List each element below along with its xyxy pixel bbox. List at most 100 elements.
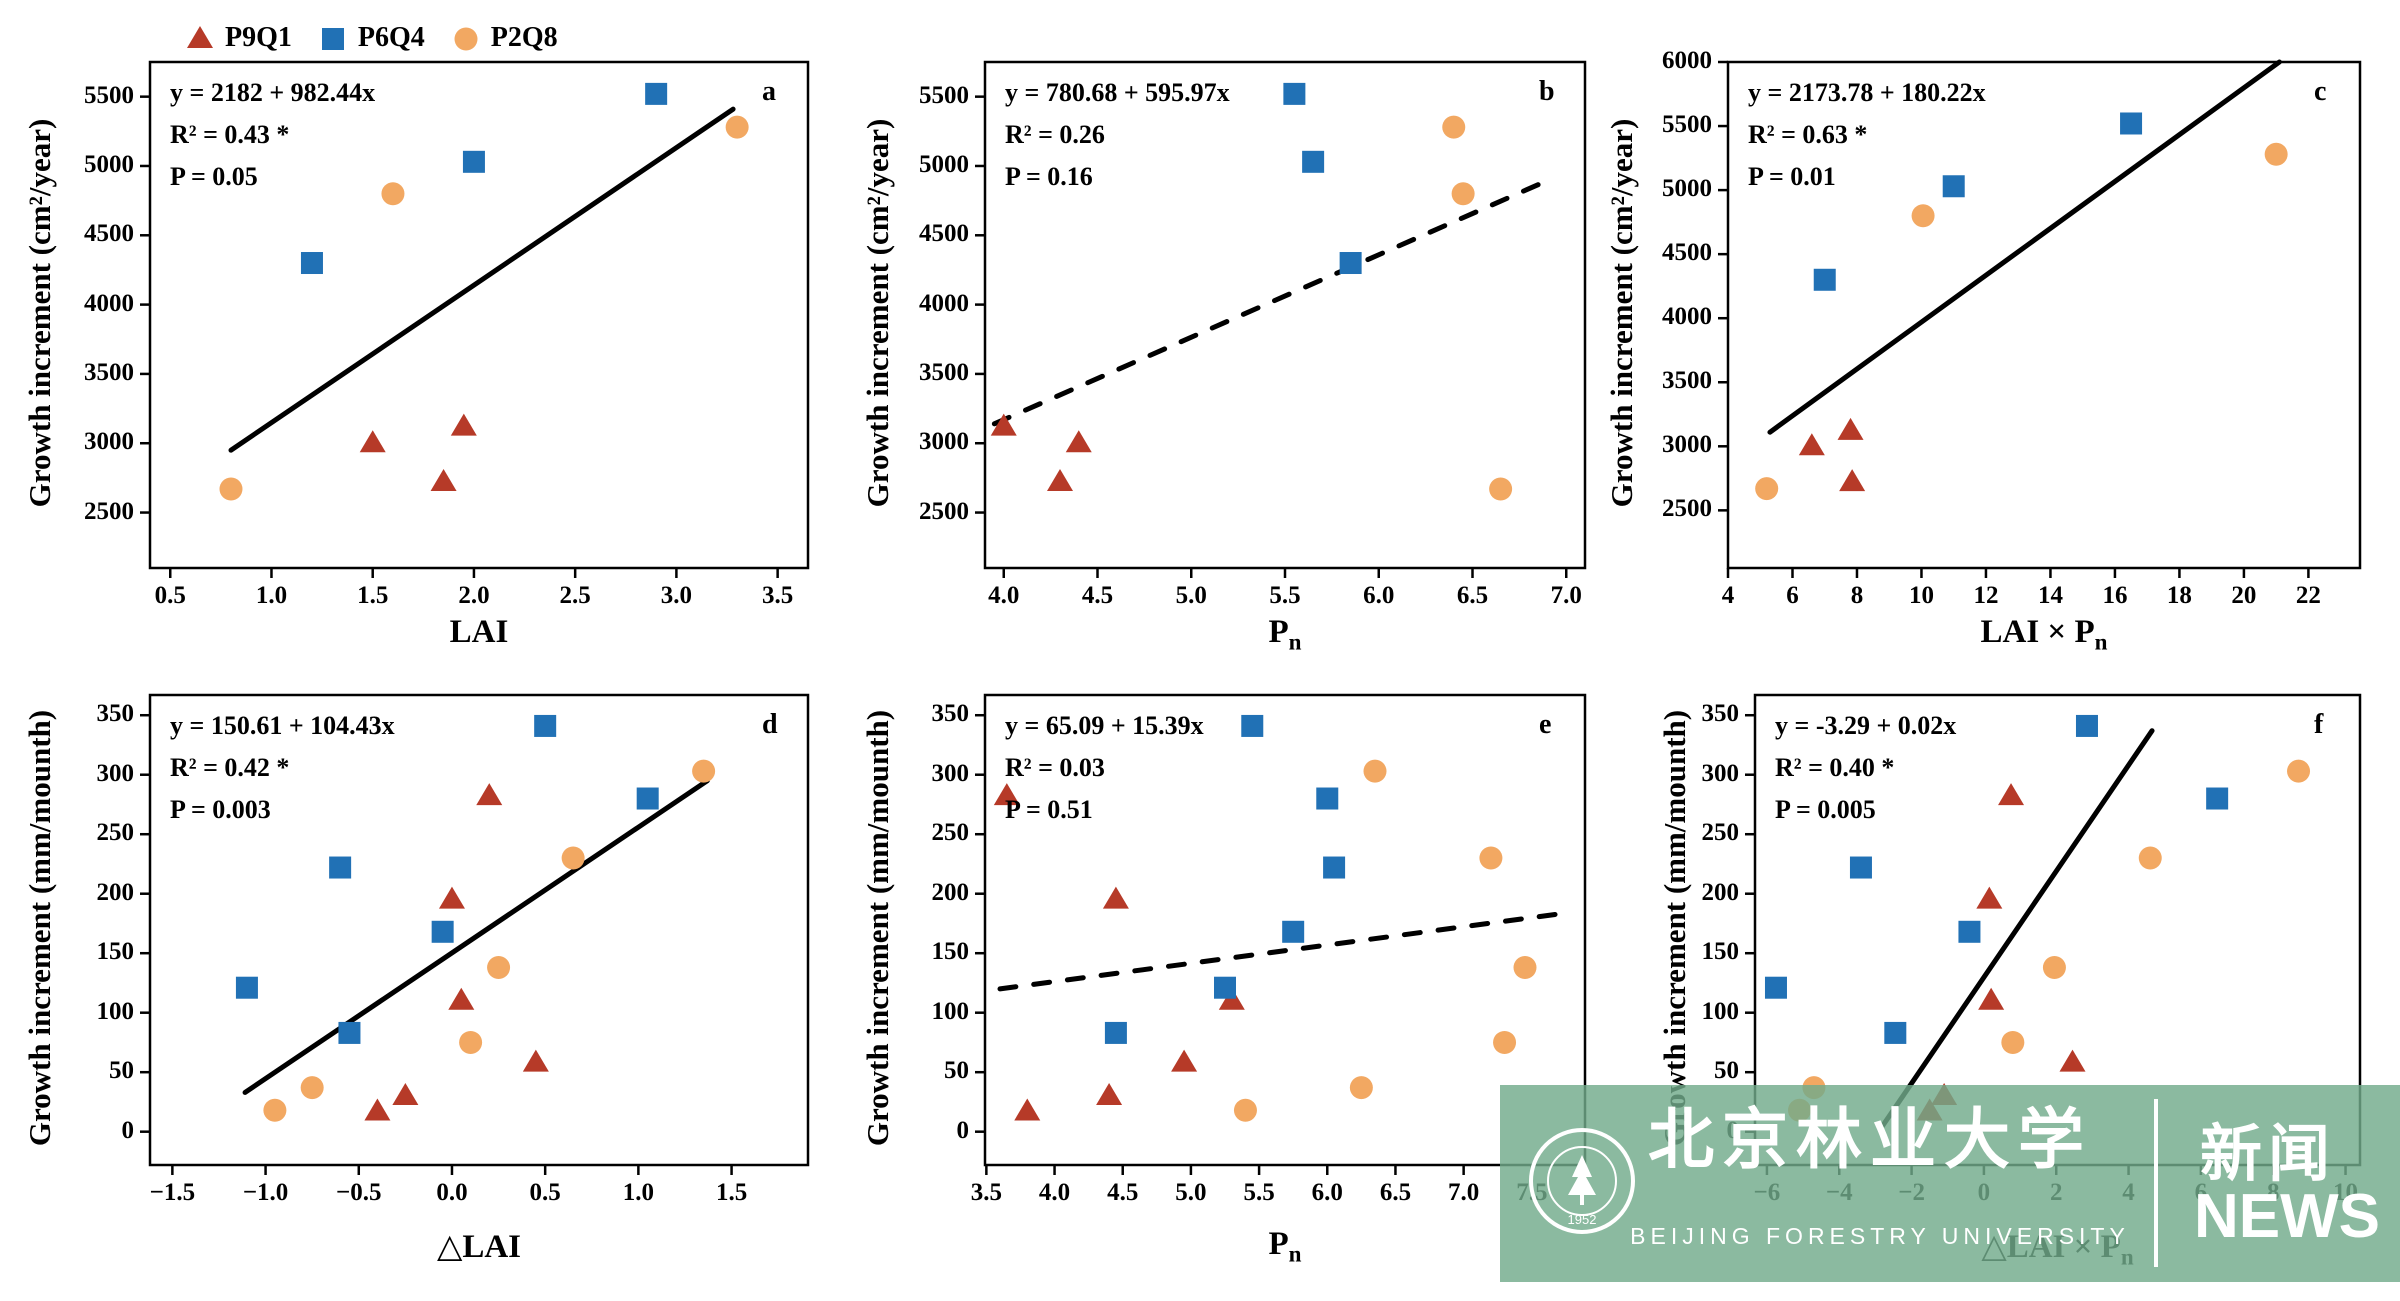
panel-a-point-P6Q4 <box>645 82 668 105</box>
panel-d-y-axis-title: Growth increment (mm/mounth) <box>22 709 57 1147</box>
panel-c-point-P2Q8 <box>1755 477 1779 501</box>
panel-f-y-tick-label: 150 <box>1701 938 1740 966</box>
panel-a-y-axis-title: Growth increment (cm²/year) <box>22 118 57 508</box>
legend-triangle-glyph <box>187 26 213 48</box>
panel-c-x-tick-label: 18 <box>2166 582 2192 609</box>
x-axis-title-text: △LAI <box>436 1229 522 1265</box>
panel-b-y-tick-label: 4500 <box>919 220 969 248</box>
panel-e-point-P2Q8 <box>1493 1030 1517 1054</box>
panel-b-x-axis-title: Pn <box>1135 614 1435 656</box>
panel-d-x-tick-label: 1.5 <box>715 1179 748 1206</box>
panel-b-x-tick-label: 5.5 <box>1269 582 1301 609</box>
panel-a-y-tick-label: 4000 <box>84 289 134 317</box>
panel-a-point-P6Q4 <box>462 150 485 173</box>
seal-year: 1952 <box>1568 1212 1597 1227</box>
panel-d-equation-line: y = 150.61 + 104.43x <box>170 711 395 740</box>
panel-a-equation-line: P = 0.05 <box>170 162 258 191</box>
panel-e-y-tick-label: 300 <box>931 759 970 787</box>
legend-circle-glyph <box>454 27 478 51</box>
panel-c-y-axis-title: Growth increment (cm²/year) <box>1604 118 1639 508</box>
panel-e-point-P6Q4 <box>1323 856 1346 879</box>
watermark-banner: 1952 北京林业大学 BEIJING FORESTRY UNIVERSITY … <box>1500 1085 2400 1282</box>
panel-f-point-P2Q8 <box>2042 955 2066 979</box>
panel-f-point-P6Q4 <box>1884 1021 1907 1044</box>
panel-d-y-tick-label: 300 <box>96 759 135 787</box>
panel-b-x-tick-label: 7.0 <box>1550 582 1582 609</box>
panel-d-point-P6Q4 <box>534 714 557 737</box>
panel-b-point-P2Q8 <box>1489 477 1513 501</box>
panel-b-point-P9Q1 <box>990 413 1017 436</box>
panel-e-x-tick-label: 3.5 <box>970 1179 1002 1206</box>
panel-d <box>140 693 810 1175</box>
panel-c-point-P6Q4 <box>2120 112 2143 135</box>
panel-b-point-P9Q1 <box>1047 469 1073 492</box>
legend-entry-P6Q4: P6Q4 <box>318 22 425 54</box>
circle-marker-icon <box>454 27 478 51</box>
watermark-divider <box>2154 1099 2158 1267</box>
panel-a-letter: a <box>762 76 776 107</box>
panel-e-letter: e <box>1539 709 1552 740</box>
panel-d-point-P2Q8 <box>692 759 716 783</box>
panel-a-regression-line <box>228 106 736 453</box>
panel-c-equation-line: y = 2173.78 + 180.22x <box>1748 78 1986 107</box>
panel-e-y-axis-title: Growth increment (mm/mounth) <box>860 709 895 1147</box>
panel-d-point-P6Q4 <box>338 1021 361 1044</box>
x-axis-title-subscript: n <box>2094 628 2108 655</box>
panel-d-point-P9Q1 <box>522 1049 549 1072</box>
panel-e-x-tick-label: 6.0 <box>1311 1179 1343 1206</box>
panel-b-y-axis-title: Growth increment (cm²/year) <box>860 118 895 508</box>
x-axis-title-subscript: n <box>1288 1240 1302 1267</box>
panel-d-y-tick-label: 200 <box>96 878 135 906</box>
panel-c-x-tick-label: 6 <box>1786 582 1799 609</box>
panel-d-point-P9Q1 <box>364 1098 391 1121</box>
panel-f-point-P2Q8 <box>2001 1030 2025 1054</box>
panel-e-y-tick-label: 50 <box>944 1057 969 1085</box>
legend-label-P9Q1: P9Q1 <box>225 22 292 53</box>
panel-b-point-P6Q4 <box>1283 82 1306 105</box>
panel-e-point-P6Q4 <box>1241 714 1264 737</box>
panel-a <box>140 60 810 578</box>
panel-a-y-tick-label: 2500 <box>84 497 134 525</box>
panel-f-point-P6Q4 <box>2075 714 2098 737</box>
panel-f-point-P9Q1 <box>1978 987 2005 1010</box>
panel-c-point-P2Q8 <box>1911 204 1935 228</box>
panel-e-y-tick-label: 150 <box>931 938 970 966</box>
panel-c-y-tick-label: 4000 <box>1662 303 1712 331</box>
panel-a-border <box>148 60 810 570</box>
panel-f-equation-line: y = -3.29 + 0.02x <box>1775 711 1957 740</box>
panel-f-point-P2Q8 <box>2287 759 2311 783</box>
panel-b-x-tick-label: 4.0 <box>988 582 1020 609</box>
panel-d-x-tick-label: 0.0 <box>436 1179 468 1206</box>
square-marker-icon <box>321 28 344 50</box>
panel-e-point-P6Q4 <box>1214 976 1236 999</box>
panel-e-point-P9Q1 <box>1014 1098 1041 1121</box>
panel-e-point-P6Q4 <box>1104 1021 1127 1044</box>
panel-d-equation-line: R² = 0.42 * <box>170 753 290 782</box>
panel-f-letter: f <box>2314 709 2324 740</box>
panel-b-x-tick-label: 6.0 <box>1363 582 1395 609</box>
panel-c-point-P6Q4 <box>1813 268 1836 291</box>
panel-e-point-P2Q8 <box>1513 955 1537 979</box>
panel-b-point-P6Q4 <box>1302 150 1325 173</box>
panel-c-point-P9Q1 <box>1839 469 1866 492</box>
panel-d-x-tick-label: 0.5 <box>529 1179 561 1206</box>
panel-b-x-tick-label: 4.5 <box>1081 582 1114 609</box>
panel-a-x-tick-label: 1.5 <box>357 582 389 609</box>
x-axis-title-subscript: n <box>1288 628 1302 655</box>
panel-a-equation-line: R² = 0.43 * <box>170 120 290 149</box>
panel-f-point-P9Q1 <box>2059 1049 2086 1072</box>
panel-d-point-P2Q8 <box>459 1030 483 1054</box>
panel-c-x-tick-label: 14 <box>2037 582 2063 609</box>
panel-c-x-tick-label: 10 <box>1908 582 1934 609</box>
panel-c-y-tick-label: 4500 <box>1662 239 1712 267</box>
panel-f-point-P2Q8 <box>2138 846 2162 870</box>
panel-b-y-tick-label: 5000 <box>919 150 969 178</box>
panel-a-point-P2Q8 <box>725 115 749 139</box>
panel-e-point-P9Q1 <box>1096 1082 1123 1105</box>
panel-e <box>975 693 1587 1175</box>
panel-c-point-P9Q1 <box>1798 433 1825 456</box>
panel-e-point-P9Q1 <box>1102 886 1129 909</box>
panel-b-equation-line: P = 0.16 <box>1005 162 1093 191</box>
panel-d-point-P9Q1 <box>392 1082 419 1105</box>
